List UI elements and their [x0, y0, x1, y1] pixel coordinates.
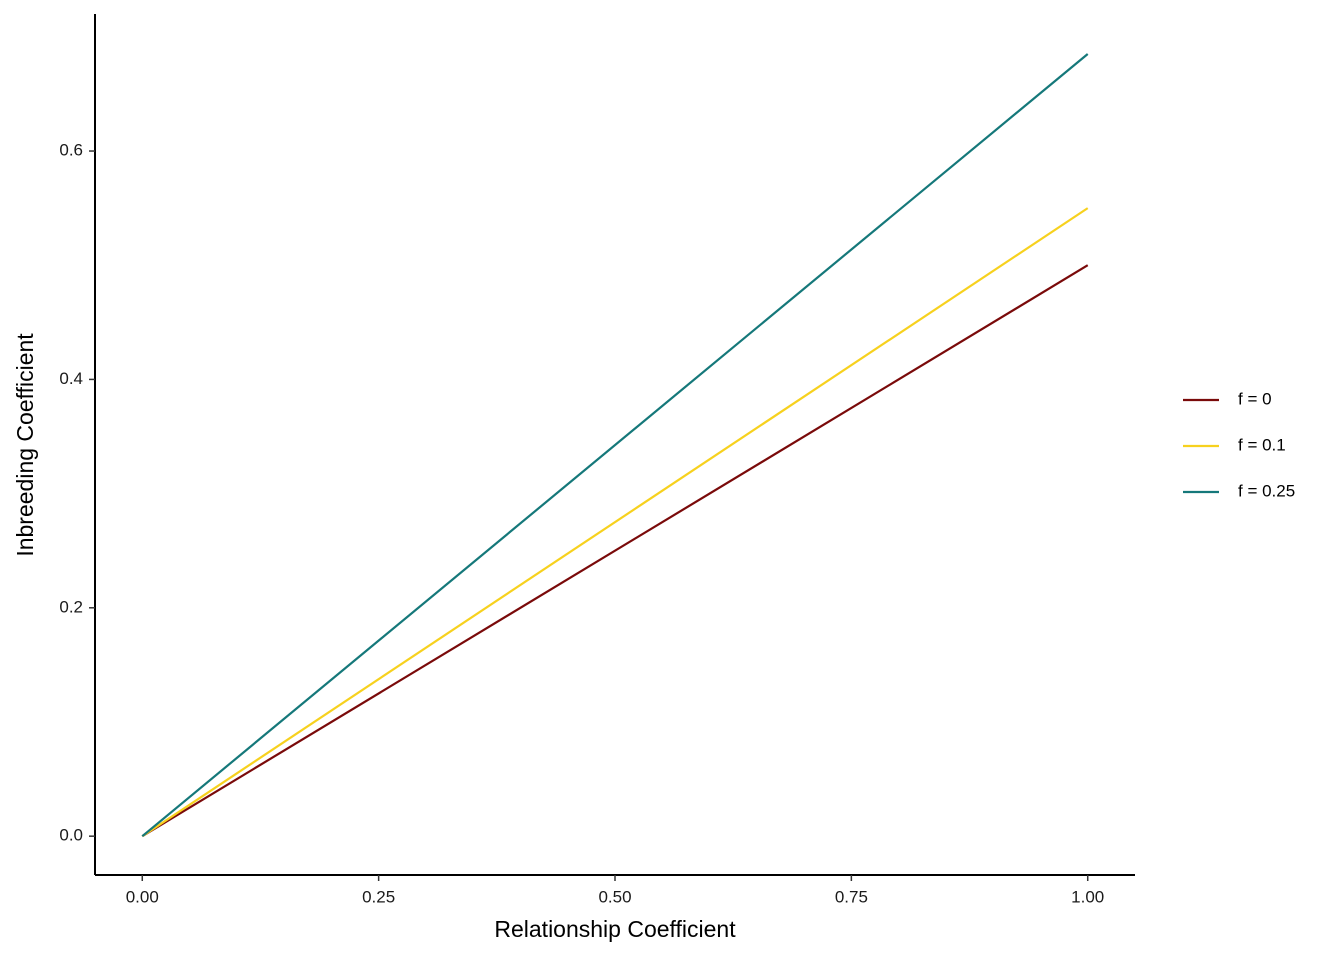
legend-label: f = 0: [1238, 389, 1272, 408]
x-axis-title: Relationship Coefficient: [494, 916, 736, 942]
y-tick-label: 0.6: [59, 141, 83, 160]
y-tick-label: 0.4: [59, 369, 83, 388]
legend-label: f = 0.1: [1238, 435, 1286, 454]
x-tick-label: 0.25: [362, 887, 395, 906]
x-tick-label: 0.00: [126, 887, 159, 906]
y-tick-label: 0.2: [59, 597, 83, 616]
series-line: [141, 53, 1089, 838]
series-line: [141, 207, 1089, 838]
y-tick-label: 0.0: [59, 826, 83, 845]
x-tick-label: 0.50: [598, 887, 631, 906]
series-line: [141, 264, 1089, 838]
y-axis-title: Inbreeding Coefficient: [12, 333, 38, 557]
x-tick-label: 0.75: [835, 887, 868, 906]
x-tick-label: 1.00: [1071, 887, 1104, 906]
legend-label: f = 0.25: [1238, 481, 1295, 500]
